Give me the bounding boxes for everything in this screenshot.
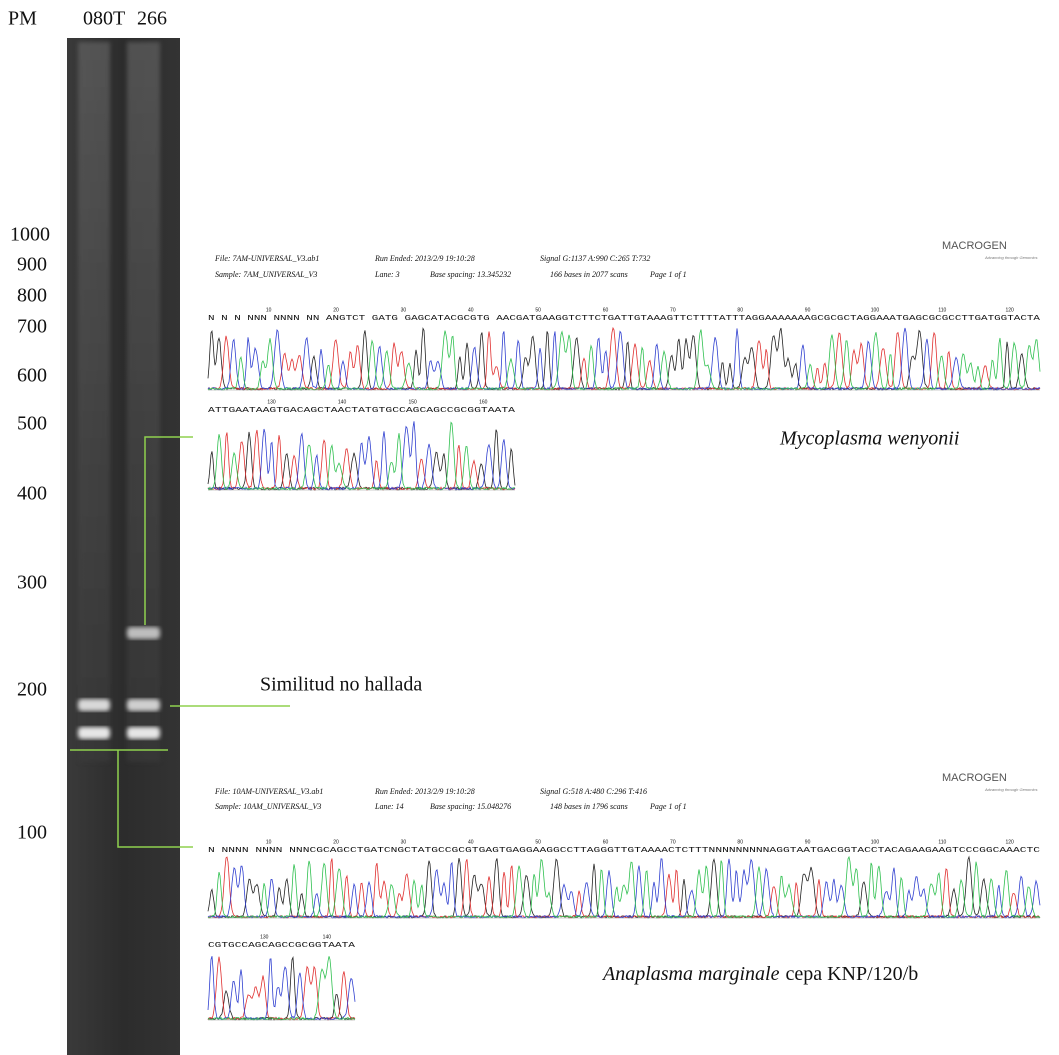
base-position: 150 [408, 399, 417, 405]
file-name: File: 10AM-UNIVERSAL_V3.ab1 [214, 787, 323, 796]
base-position: 120 [1006, 839, 1015, 845]
organism: Anaplasma marginale [601, 963, 780, 985]
run-ended: Run Ended: 2013/2/9 19:10:28 [374, 254, 475, 263]
base-position: 60 [603, 307, 609, 313]
lane-label: 080T [83, 8, 125, 30]
base-sequence: CGTGCCAGCAGCCGCGGTAATA [208, 942, 356, 950]
gel-lane [78, 42, 110, 762]
figure: PM 080T 266 1000 900 800 700 600 500 400… [0, 0, 1059, 1055]
ladder-label: 100 [17, 822, 47, 844]
sample: Sample: 10AM_UNIVERSAL_V3 [215, 802, 321, 811]
gel-band [127, 727, 160, 739]
lane-label: PM [8, 8, 37, 30]
tagline: Advancing through Genomics [984, 255, 1037, 260]
ladder-label: 700 [17, 316, 47, 338]
bases: 148 bases in 1796 scans [550, 802, 628, 811]
gel-lane [127, 42, 160, 762]
base-position: 70 [670, 839, 676, 845]
page-number: Page 1 of 1 [649, 802, 687, 811]
annotation: Similitud no hallada [260, 674, 422, 696]
gel-band [127, 699, 160, 711]
base-position: 80 [737, 307, 743, 313]
base-position: 40 [468, 307, 474, 313]
strain: cepa KNP/120/b [785, 963, 918, 985]
base-sequence: N N N NNN NNNN NN ANGTCT GATG GAGCATACGC… [208, 315, 1041, 323]
base-position: 40 [468, 839, 474, 845]
page: {"lanes": ["PM", "080T", "266"], "ladder… [0, 0, 1059, 1055]
organism: Mycoplasma wenyonii [779, 428, 959, 450]
trace [208, 430, 515, 490]
ladder-label: 200 [17, 679, 47, 701]
trace [208, 956, 355, 1020]
base-position: 90 [805, 307, 811, 313]
base-position: 140 [323, 934, 332, 940]
base-position: 80 [737, 839, 743, 845]
bases: 166 bases in 2077 scans [550, 270, 628, 279]
base-spacing: Base spacing: 13.345232 [430, 270, 511, 279]
base-position: 20 [333, 839, 339, 845]
base-position: 140 [338, 399, 347, 405]
base-position: 60 [603, 839, 609, 845]
page-number: Page 1 of 1 [649, 270, 687, 279]
logo: MACROGEN [942, 240, 1007, 252]
ladder-label: 500 [17, 413, 47, 435]
base-sequence: N NNNN NNNN NNNCGCAGCCTGATCNGCTATGCCGCGT… [208, 847, 1040, 855]
ladder-label: 400 [17, 483, 47, 505]
base-position: 10 [266, 307, 272, 313]
signal: Signal G:518 A:480 C:296 T:416 [540, 787, 647, 796]
logo: MACROGEN [942, 772, 1007, 784]
base-position: 90 [805, 839, 811, 845]
gel-band [127, 627, 160, 639]
base-position: 30 [401, 307, 407, 313]
base-position: 50 [535, 839, 541, 845]
base-position: 130 [260, 934, 269, 940]
sample: Sample: 7AM_UNIVERSAL_V3 [215, 270, 317, 279]
base-position: 30 [401, 839, 407, 845]
ladder-label: 800 [17, 285, 47, 307]
base-position: 70 [670, 307, 676, 313]
base-position: 110 [938, 839, 946, 845]
lane: Lane: 14 [374, 802, 404, 811]
ladder-label: 1000 [10, 224, 50, 246]
base-position: 50 [535, 307, 541, 313]
base-position: 100 [871, 839, 880, 845]
base-position: 100 [871, 307, 880, 313]
base-position: 160 [479, 399, 488, 405]
base-position: 130 [267, 399, 276, 405]
file-name: File: 7AM-UNIVERSAL_V3.ab1 [214, 254, 319, 263]
base-position: 10 [266, 839, 272, 845]
run-ended: Run Ended: 2013/2/9 19:10:28 [374, 787, 475, 796]
lane-label: 266 [137, 8, 167, 30]
base-position: 120 [1006, 307, 1015, 313]
base-position: 20 [333, 307, 339, 313]
base-position: 110 [938, 307, 946, 313]
trace [208, 857, 1040, 918]
gel-band [78, 727, 110, 739]
base-sequence: ATTGAATAAGTGACAGCTAACTATGTGCCAGCAGCCGCGG… [208, 407, 516, 415]
gel-band [78, 699, 110, 711]
ladder-label: 300 [17, 572, 47, 594]
base-spacing: Base spacing: 15.048276 [430, 802, 511, 811]
signal: Signal G:1137 A:990 C:265 T:732 [540, 254, 650, 263]
tagline: Advancing through Genomics [984, 787, 1037, 792]
ladder-label: 600 [17, 365, 47, 387]
lane: Lane: 3 [374, 270, 400, 279]
ladder-label: 900 [17, 254, 47, 276]
